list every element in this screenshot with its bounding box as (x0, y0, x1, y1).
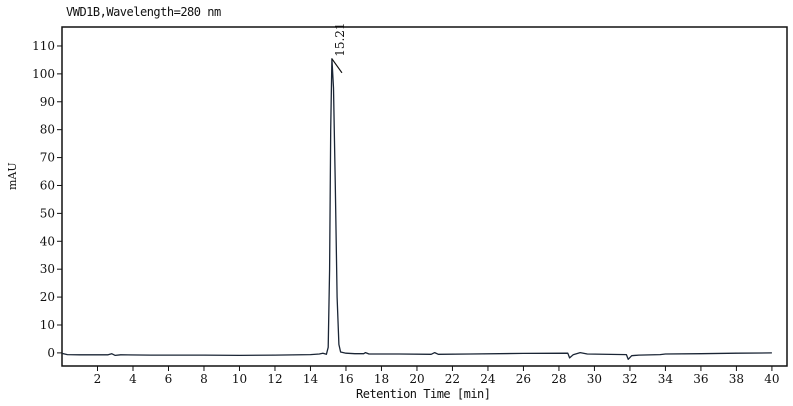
x-axis: 2 4 6 8 10 12 14 16 18 20 22 24 26 28 30 32 34 36 38 40 (94, 366, 780, 386)
x-tick-label: 32 (622, 372, 637, 386)
x-tick-label: 20 (409, 372, 424, 386)
x-tick-label: 12 (267, 372, 282, 386)
y-tick-label: 90 (40, 95, 55, 109)
x-tick-label: 8 (200, 372, 208, 386)
x-tick-label: 18 (374, 372, 389, 386)
y-tick-label: 80 (40, 123, 55, 137)
chromatogram-trace (61, 58, 772, 360)
x-tick-label: 2 (94, 372, 102, 386)
x-axis-label: Retention Time [min] (356, 387, 491, 401)
chart-title: VWD1B,Wavelength=280 nm (66, 5, 221, 19)
y-tick-label: 10 (40, 318, 55, 332)
x-tick-label: 22 (445, 372, 460, 386)
annotations: 15.21 (331, 22, 347, 74)
plot-frame (61, 26, 788, 367)
peak-label-leader (331, 58, 343, 74)
y-tick-label: 40 (40, 234, 55, 248)
y-tick-label: 70 (40, 151, 55, 165)
x-tick-label: 26 (516, 372, 531, 386)
y-tick-label: 0 (47, 346, 55, 360)
y-tick-label: 30 (40, 262, 55, 276)
y-tick-label: 60 (40, 178, 55, 192)
x-tick-label: 38 (729, 372, 744, 386)
x-tick-label: 24 (480, 372, 496, 386)
y-tick-label: 50 (40, 206, 55, 220)
x-tick-label: 14 (303, 372, 319, 386)
x-tick-label: 6 (165, 372, 173, 386)
x-tick-label: 34 (658, 372, 674, 386)
x-tick-label: 36 (693, 372, 708, 386)
peak-label: 15.21 (333, 22, 347, 56)
y-tick-label: 110 (32, 39, 55, 53)
x-tick-label: 4 (129, 372, 137, 386)
y-axis: 0 10 20 30 40 50 60 70 80 90 100 110 (32, 39, 62, 360)
x-tick-label: 30 (587, 372, 602, 386)
x-tick-label: 10 (232, 372, 247, 386)
series-group (61, 58, 772, 360)
y-tick-label: 100 (32, 67, 55, 81)
x-tick-label: 28 (551, 372, 566, 386)
x-tick-label: 16 (338, 372, 353, 386)
y-tick-label: 20 (40, 290, 55, 304)
x-tick-label: 40 (764, 372, 779, 386)
